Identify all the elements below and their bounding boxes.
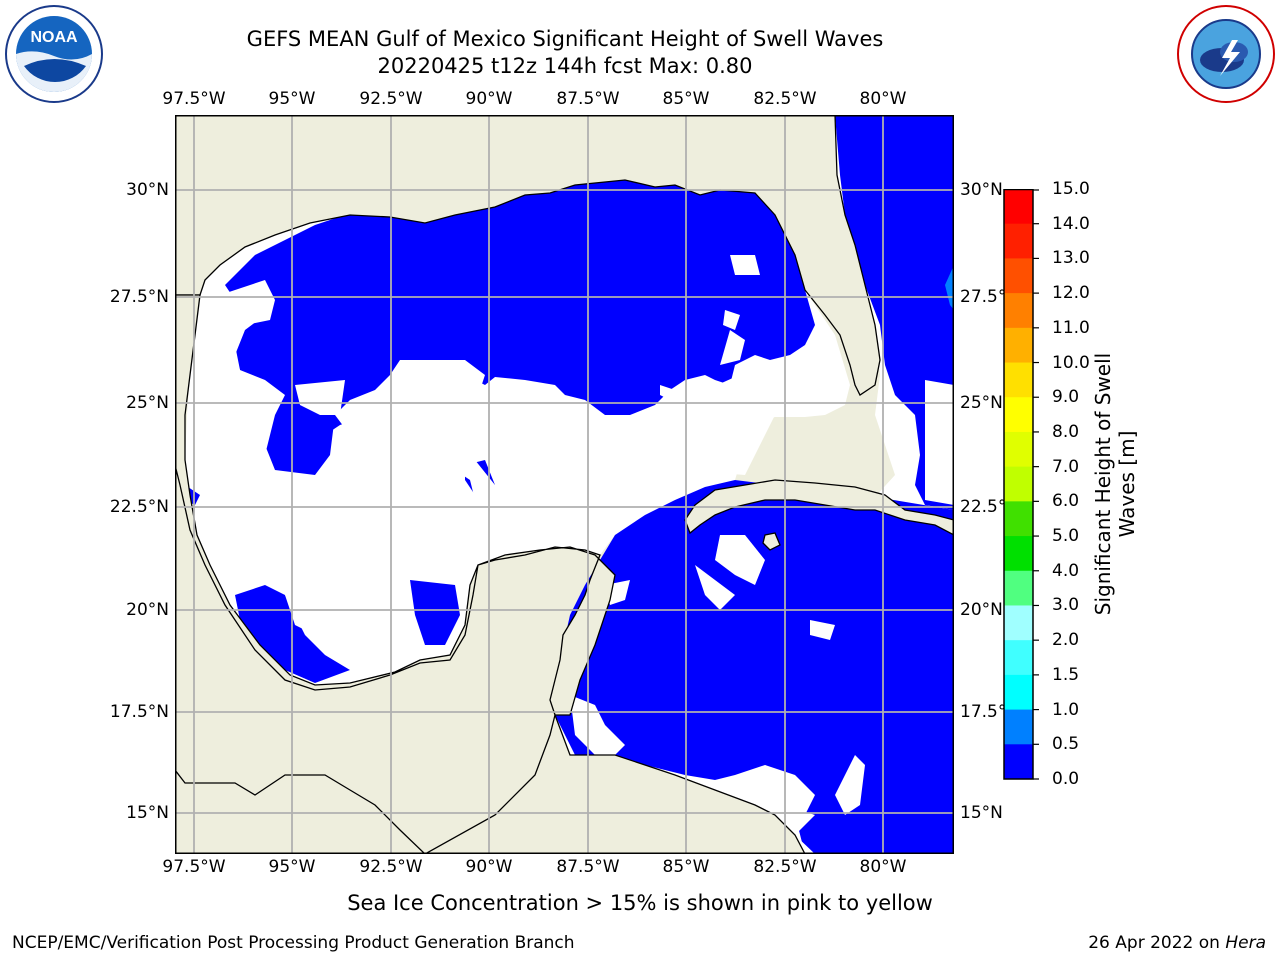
- machine-name: Hera: [1225, 933, 1266, 953]
- lat-tick-left: 27.5°N: [109, 287, 169, 307]
- lat-tick-right: 25°N: [960, 393, 1003, 413]
- colorbar-tick-label: 11.0: [1052, 317, 1090, 338]
- lon-tick-top: 82.5°W: [753, 89, 817, 109]
- colorbar-segment: [1004, 744, 1033, 780]
- lon-tick-top: 92.5°W: [359, 89, 423, 109]
- colorbar-segment: [1004, 674, 1033, 711]
- colorbar-tick-label: 1.0: [1052, 699, 1080, 720]
- colorbar-tick-label: 5.0: [1052, 526, 1080, 547]
- colorbar-tick-label: 9.0: [1052, 387, 1080, 408]
- colorbar-segment: [1004, 640, 1033, 676]
- lat-tick-left: 25°N: [126, 393, 169, 413]
- colorbar-tick-label: 12.0: [1052, 283, 1090, 304]
- date-line: 26 Apr 2022 on Hera: [1088, 933, 1266, 953]
- lat-tick-left: 30°N: [126, 180, 169, 200]
- gulf-of-mexico-map: [175, 115, 954, 854]
- lat-tick-right: 30°N: [960, 180, 1003, 200]
- colorbar-tick-label: 13.0: [1052, 248, 1090, 269]
- nws-logo: [1177, 5, 1275, 103]
- lat-tick-right: 15°N: [960, 803, 1003, 823]
- colorbar-tick-label: 0.5: [1052, 734, 1080, 755]
- colorbar-segment: [1004, 466, 1033, 502]
- colorbar-segment: [1004, 293, 1033, 329]
- lon-tick-bottom: 97.5°W: [162, 857, 226, 877]
- map-frame: [175, 115, 954, 854]
- lon-tick-bottom: 85°W: [662, 857, 710, 877]
- colorbar-segment: [1004, 605, 1033, 641]
- colorbar: [1003, 189, 1039, 780]
- colorbar-frame: [1003, 189, 1034, 780]
- colorbar-segment: [1004, 362, 1033, 398]
- lon-tick-top: 80°W: [859, 89, 907, 109]
- colorbar-segment: [1004, 709, 1033, 745]
- colorbar-tick-label: 2.0: [1052, 630, 1080, 651]
- sea-ice-note: Sea Ice Concentration > 15% is shown in …: [347, 891, 933, 915]
- lon-tick-top: 87.5°W: [556, 89, 620, 109]
- graticule: [175, 115, 954, 854]
- map-subtitle: 20220425 t12z 144h fcst Max: 0.80: [377, 54, 753, 78]
- lon-tick-top: 97.5°W: [162, 89, 226, 109]
- colorbar-tick-label: 14.0: [1052, 213, 1090, 234]
- colorbar-tick-label: 6.0: [1052, 491, 1080, 512]
- colorbar-segment: [1004, 536, 1033, 572]
- colorbar-segment: [1004, 258, 1033, 294]
- colorbar-tick-label: 3.0: [1052, 595, 1080, 616]
- colorbar-segment: [1004, 431, 1033, 468]
- lon-tick-bottom: 87.5°W: [556, 857, 620, 877]
- colorbar-segment: [1004, 397, 1033, 433]
- colorbar-label: Significant Height of Swell Waves [m]: [1091, 352, 1139, 616]
- lat-tick-left: 20°N: [126, 600, 169, 620]
- colorbar-tick-label: 0.0: [1052, 769, 1080, 789]
- lon-tick-top: 95°W: [268, 89, 316, 109]
- lat-tick-left: 15°N: [126, 803, 169, 823]
- colorbar-tick-label: 8.0: [1052, 421, 1080, 442]
- lat-tick-right: 20°N: [960, 600, 1003, 620]
- noaa-logo-text: NOAA: [30, 29, 78, 46]
- lon-tick-bottom: 82.5°W: [753, 857, 817, 877]
- colorbar-tick-label: 1.5: [1052, 664, 1080, 685]
- lon-tick-bottom: 95°W: [268, 857, 316, 877]
- colorbar-segment: [1004, 501, 1033, 537]
- lat-tick-left: 22.5°N: [109, 497, 169, 517]
- lon-tick-top: 90°W: [465, 89, 513, 109]
- colorbar-segment: [1004, 189, 1033, 225]
- colorbar-tick-label: 4.0: [1052, 560, 1080, 581]
- colorbar-tick-label: 7.0: [1052, 456, 1080, 477]
- colorbar-tick-label: 10.0: [1052, 352, 1090, 373]
- lon-tick-bottom: 92.5°W: [359, 857, 423, 877]
- date-text: 26 Apr 2022 on: [1088, 933, 1226, 953]
- lon-tick-top: 85°W: [662, 89, 710, 109]
- colorbar-segment: [1004, 327, 1033, 364]
- lon-tick-bottom: 80°W: [859, 857, 907, 877]
- land-masses: [175, 115, 954, 854]
- colorbar-tick-label: 15.0: [1052, 179, 1090, 199]
- map-title: GEFS MEAN Gulf of Mexico Significant Hei…: [246, 27, 884, 51]
- lat-tick-left: 17.5°N: [109, 702, 169, 722]
- noaa-logo: NOAA: [5, 5, 103, 103]
- colorbar-segment: [1004, 223, 1033, 259]
- colorbar-segment: [1004, 570, 1033, 606]
- credit-line: NCEP/EMC/Verification Post Processing Pr…: [12, 933, 575, 953]
- lon-tick-bottom: 90°W: [465, 857, 513, 877]
